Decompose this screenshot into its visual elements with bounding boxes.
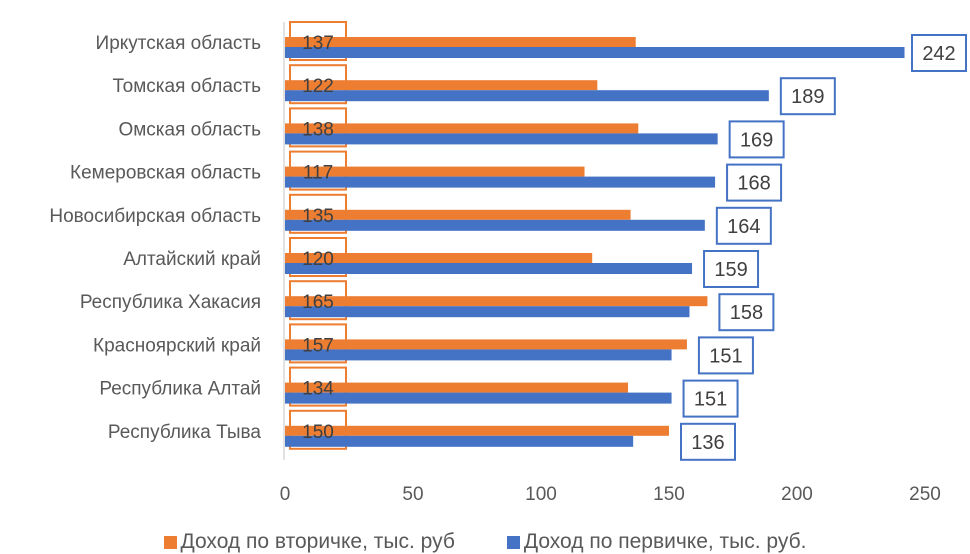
bar-primary (285, 90, 769, 102)
bar-primary (285, 219, 705, 231)
category-label: Республика Алтай (99, 379, 261, 400)
data-label-secondary: 117 (303, 163, 333, 184)
bar-secondary (285, 296, 708, 307)
legend-label: Доход по первичке, тыс. руб. (523, 530, 807, 553)
category-label: Красноярский край (93, 335, 261, 356)
category-label: Алтайский край (123, 249, 261, 270)
bar-secondary (285, 37, 636, 47)
legend-label: Доход по вторичке, тыс. руб (180, 530, 455, 553)
data-label-box-primary (726, 163, 783, 202)
data-label-box-primary (779, 77, 836, 116)
data-label-secondary: 157 (302, 335, 334, 356)
data-label-primary: 242 (922, 43, 955, 65)
category-label: Республика Хакасия (80, 292, 261, 313)
data-label-secondary: 165 (302, 292, 334, 313)
data-label-box-primary (680, 422, 736, 461)
bar-secondary (285, 339, 687, 350)
data-label-secondary: 122 (302, 76, 334, 97)
x-tick-label: 200 (781, 484, 813, 505)
data-label-box-primary (715, 206, 772, 245)
x-tick-label: 150 (653, 484, 685, 505)
bar-secondary (285, 123, 639, 134)
x-tick-label: 0 (280, 484, 291, 505)
legend-item-primary: Доход по первичке, тыс. руб. (506, 530, 807, 554)
category-label: Кемеровская область (70, 163, 261, 184)
legend: Доход по вторичке, тыс. руб Доход по пер… (0, 530, 970, 554)
data-label-secondary: 137 (302, 33, 334, 54)
bar-secondary (285, 209, 631, 220)
x-tick-label: 250 (909, 484, 941, 505)
data-label-primary: 168 (737, 173, 770, 195)
data-label-box-primary (728, 120, 785, 159)
bar-secondary (285, 166, 585, 177)
bar-primary (285, 435, 634, 447)
data-label-primary: 164 (727, 216, 760, 238)
category-label: Новосибирская область (49, 206, 261, 227)
category-label: Томская область (113, 76, 262, 97)
data-label-primary: 158 (730, 302, 763, 324)
x-tick-label: 50 (402, 484, 423, 505)
bar-primary (285, 392, 672, 404)
data-label-secondary: 135 (302, 206, 334, 227)
bar-primary (285, 349, 672, 361)
bar-primary (285, 306, 690, 318)
data-label-primary: 189 (791, 86, 824, 108)
data-label-box-primary (718, 293, 775, 332)
data-label-box-primary (911, 34, 967, 72)
data-label-box-primary (697, 336, 754, 375)
bar-primary (285, 176, 716, 188)
bar-primary (285, 263, 693, 274)
data-label-primary: 151 (694, 389, 727, 411)
data-label-box-primary (703, 250, 760, 288)
data-label-secondary: 120 (302, 249, 334, 270)
bar-primary (285, 47, 905, 58)
data-label-secondary: 134 (302, 379, 334, 400)
bar-secondary (285, 382, 629, 393)
data-label-secondary: 138 (302, 119, 334, 140)
category-label: Иркутская область (96, 33, 262, 54)
legend-swatch-blue (506, 535, 520, 549)
data-label-primary: 151 (709, 345, 742, 367)
data-label-primary: 169 (740, 129, 773, 151)
legend-swatch-orange (163, 535, 177, 549)
bar-secondary (285, 253, 593, 263)
legend-item-secondary: Доход по вторичке, тыс. руб (163, 530, 455, 554)
category-label: Республика Тыва (108, 422, 262, 443)
bar-secondary (285, 425, 669, 436)
x-tick-label: 100 (525, 484, 557, 505)
data-label-box-primary (682, 379, 739, 418)
data-label-primary: 159 (714, 259, 747, 281)
data-label-secondary: 150 (302, 422, 334, 443)
data-label-primary: 136 (691, 432, 724, 454)
bar-secondary (285, 80, 598, 91)
bar-primary (285, 133, 718, 145)
category-label: Омская область (118, 119, 261, 140)
